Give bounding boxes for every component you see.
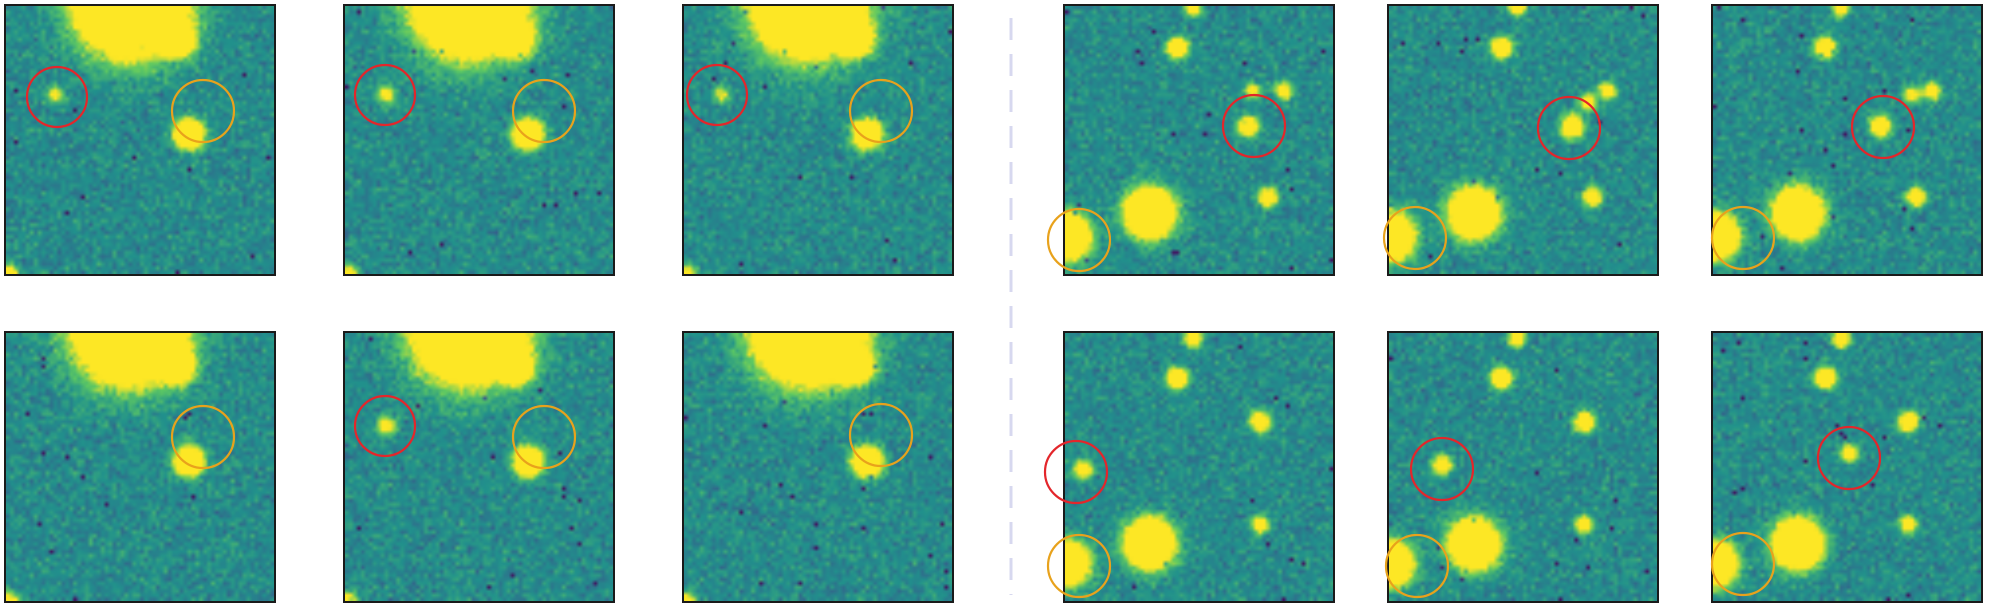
- star-field-image: [1065, 6, 1333, 274]
- star-field-image: [1065, 333, 1333, 601]
- cutout-left-top-2: [343, 4, 615, 276]
- cutout-right-top-1: [1063, 4, 1335, 276]
- cutout-right-bottom-2: [1387, 331, 1659, 603]
- star-field-image: [345, 333, 613, 601]
- star-field-image: [1713, 333, 1981, 601]
- cutout-left-bottom-2: [343, 331, 615, 603]
- cutout-left-bottom-1: [4, 331, 276, 603]
- star-field-image: [6, 6, 274, 274]
- star-field-image: [345, 6, 613, 274]
- star-field-image: [684, 6, 952, 274]
- cutout-right-bottom-3: [1711, 331, 1983, 603]
- cutout-right-top-3: [1711, 4, 1983, 276]
- star-field-image: [684, 333, 952, 601]
- star-field-image: [6, 333, 274, 601]
- cutout-right-top-2: [1387, 4, 1659, 276]
- star-field-image: [1389, 6, 1657, 274]
- star-field-image: [1713, 6, 1981, 274]
- star-field-image: [1389, 333, 1657, 601]
- cutout-left-bottom-3: [682, 331, 954, 603]
- cutout-left-top-3: [682, 4, 954, 276]
- cutout-left-top-1: [4, 4, 276, 276]
- cutout-right-bottom-1: [1063, 331, 1335, 603]
